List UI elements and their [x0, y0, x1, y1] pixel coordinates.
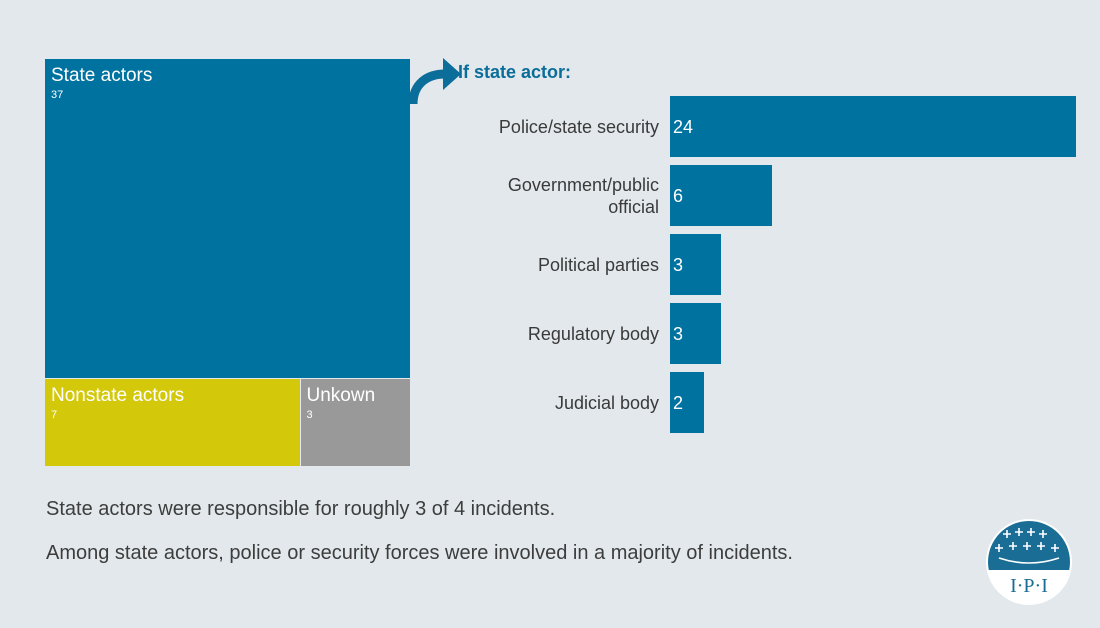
treemap-cell-unknown: Unkown 3: [300, 379, 410, 466]
bar-value-label: 3: [673, 254, 684, 275]
treemap-cell-value: 3: [306, 409, 313, 422]
curved-arrow-icon: [408, 58, 461, 105]
bar: [670, 303, 721, 364]
bar-value-label: 3: [673, 323, 684, 344]
bar-category-label: Regulatory body: [527, 323, 659, 344]
note-2: Among state actors, police or security f…: [46, 542, 793, 564]
treemap-cell-nonstate-actors: Nonstate actors 7: [45, 379, 301, 466]
breakdown-title: If state actor:: [458, 62, 572, 82]
bar-value-label: 6: [673, 185, 684, 206]
note-1: State actors were responsible for roughl…: [46, 498, 556, 520]
bar-category-label: Political parties: [537, 254, 659, 275]
bar-value-label: 24: [673, 116, 694, 137]
bar: [670, 372, 704, 433]
treemap-cell-label: Nonstate actors: [51, 385, 185, 407]
bar-category-label: Judicial body: [554, 392, 659, 413]
treemap-cell-value: 37: [51, 89, 64, 101]
treemap-cell-label: State actors: [51, 65, 153, 86]
treemap-cell-label: Unkown: [306, 385, 376, 407]
bar-category-label: Police/state security: [498, 116, 659, 137]
bar: [670, 96, 1076, 157]
bar-category-label: Government/public official: [507, 174, 659, 217]
treemap-cell-state-actors: State actors 37: [45, 59, 410, 380]
ipi-logo: I·P·I: [986, 519, 1072, 605]
logo-text: I·P·I: [1010, 575, 1048, 597]
treemap-cell-value: 7: [51, 409, 58, 422]
bar-value-label: 2: [673, 392, 684, 413]
bar: [670, 234, 721, 295]
bar: [670, 165, 772, 226]
